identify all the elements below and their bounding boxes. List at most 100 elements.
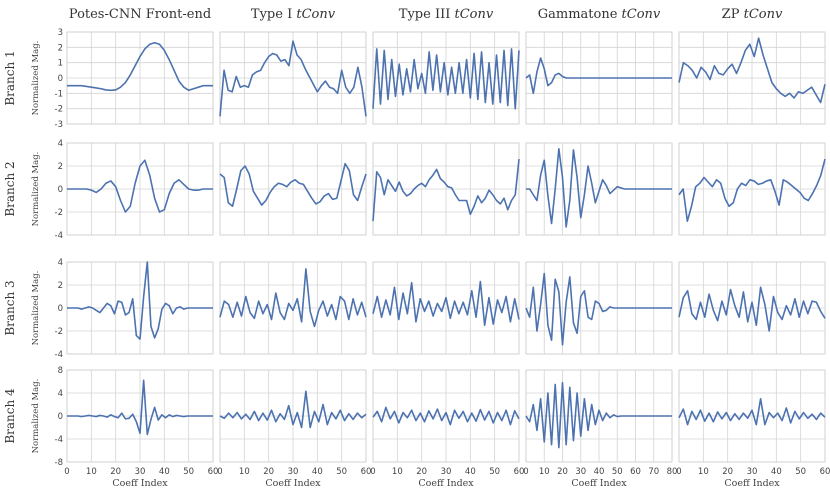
panel-frame <box>678 261 826 355</box>
y-tick-label: -8 <box>55 458 63 468</box>
panel-frame <box>372 261 520 355</box>
x-tick-label: 40 <box>594 467 605 477</box>
y-tick-label: -2 <box>55 327 63 337</box>
column-title-1: Potes-CNN Front-end <box>69 7 211 22</box>
panel-branch-4-col-5: 0 10 20 30 40 50 60 Coeff Index <box>676 369 830 489</box>
x-tick-label: 50 <box>795 467 806 477</box>
x-tick-label: 60 <box>208 467 219 477</box>
panel-branch-2-col-2 <box>219 142 367 236</box>
panel-branch-1-col-2 <box>219 31 367 125</box>
x-tick-label: 60 <box>630 467 641 477</box>
panel-branch-2-col-5 <box>678 142 826 236</box>
panel-branch-3-col-1: 4 2 0 -2 -4 <box>55 258 214 360</box>
panel-branch-3-col-3 <box>372 261 520 355</box>
y-tick-label: 3 <box>58 28 63 38</box>
column-title-2: Type I tConv <box>251 7 336 22</box>
x-tick-label: 60 <box>514 467 525 477</box>
series-line <box>678 397 826 426</box>
panel-frame <box>372 142 520 236</box>
x-tick-label: 0 <box>676 467 681 477</box>
x-tick-label: 10 <box>392 467 403 477</box>
x-tick-label: 20 <box>263 467 274 477</box>
x-tick-label: 50 <box>183 467 194 477</box>
panel-branch-4-col-4: 0 10 20 30 40 50 60 70 80 Coeff Index <box>523 369 678 489</box>
y-tick-label: -2 <box>55 105 63 115</box>
column-title-4: Gammatone tConv <box>538 7 661 22</box>
x-tick-label: 30 <box>441 467 452 477</box>
x-tick-label: 30 <box>288 467 299 477</box>
x-axis-label: Coeff Index <box>571 478 627 489</box>
row-label-branch-3: Branch 3 <box>3 280 17 335</box>
x-tick-label: 30 <box>747 467 758 477</box>
series-line <box>219 268 367 328</box>
series-line <box>219 162 367 208</box>
panel-branch-1-col-4 <box>525 31 673 125</box>
y-tick-label: -1 <box>55 89 63 99</box>
x-axis-label: Coeff Index <box>418 478 474 489</box>
series-line <box>526 147 672 228</box>
y-axis-label: Normalized Mag. <box>31 152 41 227</box>
panel-branch-3-col-2 <box>219 261 367 355</box>
x-tick-label: 10 <box>239 467 250 477</box>
panel-frame <box>678 142 826 236</box>
series-line <box>219 40 367 117</box>
x-tick-label: 0 <box>217 467 222 477</box>
y-tick-label: 8 <box>58 366 63 376</box>
x-tick-label: 50 <box>489 467 500 477</box>
x-tick-label: 40 <box>771 467 782 477</box>
y-axis-label: Normalized Mag. <box>31 271 41 346</box>
column-title-3: Type III tConv <box>399 7 494 22</box>
series-line <box>525 57 672 95</box>
y-tick-label: 2 <box>58 162 63 172</box>
series-line <box>372 159 520 222</box>
panel-frame <box>219 261 367 355</box>
series-line <box>525 381 672 449</box>
y-tick-label: 4 <box>58 389 63 399</box>
x-tick-label: 20 <box>557 467 568 477</box>
x-tick-label: 0 <box>523 467 528 477</box>
row-label-branch-4: Branch 4 <box>3 388 17 444</box>
y-tick-label: 4 <box>58 139 63 149</box>
panel-frame <box>678 31 826 125</box>
panel-branch-3-col-5 <box>678 261 826 355</box>
series-line <box>678 286 826 332</box>
y-axis-label: Normalized Mag. <box>31 379 41 454</box>
x-tick-label: 70 <box>648 467 659 477</box>
y-tick-label: 2 <box>58 43 63 53</box>
x-tick-label: 30 <box>135 467 146 477</box>
series-line <box>525 272 672 346</box>
x-tick-label: 60 <box>361 467 372 477</box>
y-tick-label: 2 <box>58 281 63 291</box>
x-tick-label: 60 <box>820 467 830 477</box>
x-tick-label: 40 <box>159 467 170 477</box>
row-labels: Branch 1 Normalized Mag. Branch 2 Normalize… <box>3 41 41 454</box>
panel-frame <box>66 31 214 125</box>
x-tick-label: 10 <box>698 467 709 477</box>
panel-branch-1-col-3 <box>372 31 520 125</box>
y-tick-label: 1 <box>58 59 63 69</box>
y-tick-label: 0 <box>58 185 63 195</box>
series-line <box>67 41 213 92</box>
y-tick-label: -3 <box>55 120 63 130</box>
panel-branch-2-col-1: 4 2 0 -2 -4 <box>55 139 214 241</box>
y-tick-label: -2 <box>55 208 63 218</box>
y-axis-label: Normalized Mag. <box>31 41 41 116</box>
series-line <box>372 280 520 327</box>
panel-branch-4-col-3: 0 10 20 30 40 50 60 Coeff Index <box>370 369 525 489</box>
series-line <box>67 159 213 213</box>
column-titles: Potes-CNN Front-end Type I tConv Type III … <box>69 7 783 22</box>
x-axis-label: Coeff Index <box>265 478 321 489</box>
x-tick-label: 0 <box>370 467 375 477</box>
series-line <box>678 37 826 104</box>
panel-branch-2-col-3 <box>372 142 520 236</box>
y-tick-label: 0 <box>58 74 63 84</box>
panel-frame <box>219 31 367 125</box>
series-line <box>678 158 826 222</box>
panel-frame <box>219 142 367 236</box>
panel-branch-4-col-2: 0 10 20 30 40 50 60 Coeff Index <box>217 369 372 489</box>
x-axis-label: Coeff Index <box>724 478 780 489</box>
row-label-branch-1: Branch 1 <box>3 50 17 105</box>
x-tick-label: 80 <box>667 467 678 477</box>
